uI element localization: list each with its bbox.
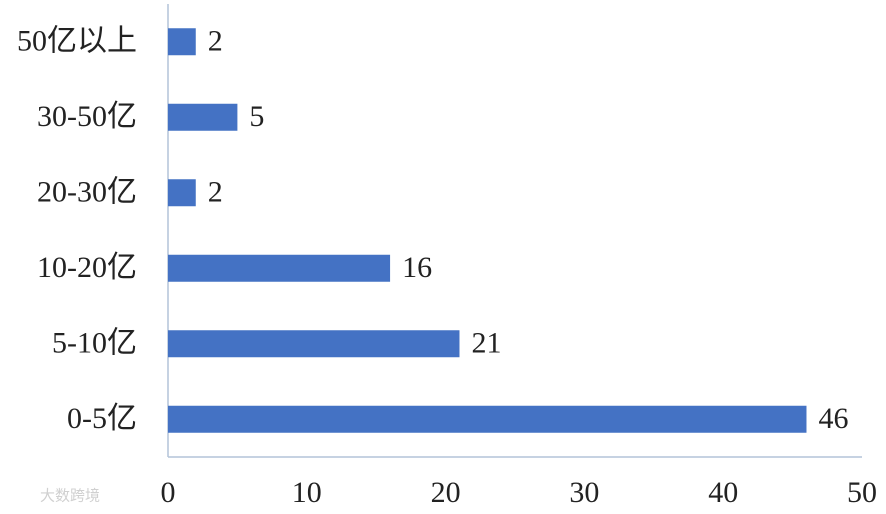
bar [168, 28, 196, 56]
y-tick-label: 20-30亿 [37, 176, 137, 209]
bar [168, 254, 391, 282]
data-label: 16 [402, 251, 432, 284]
x-tick-label: 30 [569, 476, 599, 509]
data-label: 21 [471, 327, 501, 360]
bar [168, 405, 807, 433]
y-tick-label: 10-20亿 [37, 251, 137, 284]
x-tick-label: 0 [161, 476, 176, 509]
x-tick-label: 20 [431, 476, 461, 509]
data-label: 46 [818, 402, 848, 435]
y-tick-label: 30-50亿 [37, 100, 137, 133]
x-tick-label: 50 [847, 476, 877, 509]
data-label: 5 [249, 100, 264, 133]
y-tick-label: 50亿以上 [17, 25, 137, 58]
data-label: 2 [208, 25, 223, 58]
x-tick-label: 10 [292, 476, 322, 509]
y-tick-label: 0-5亿 [67, 402, 137, 435]
watermark: 大数跨境 [40, 487, 100, 505]
bar [168, 330, 460, 358]
data-label: 2 [208, 176, 223, 209]
bar [168, 179, 196, 207]
x-tick-label: 40 [708, 476, 738, 509]
y-tick-label: 5-10亿 [52, 327, 137, 360]
bar [168, 103, 238, 131]
